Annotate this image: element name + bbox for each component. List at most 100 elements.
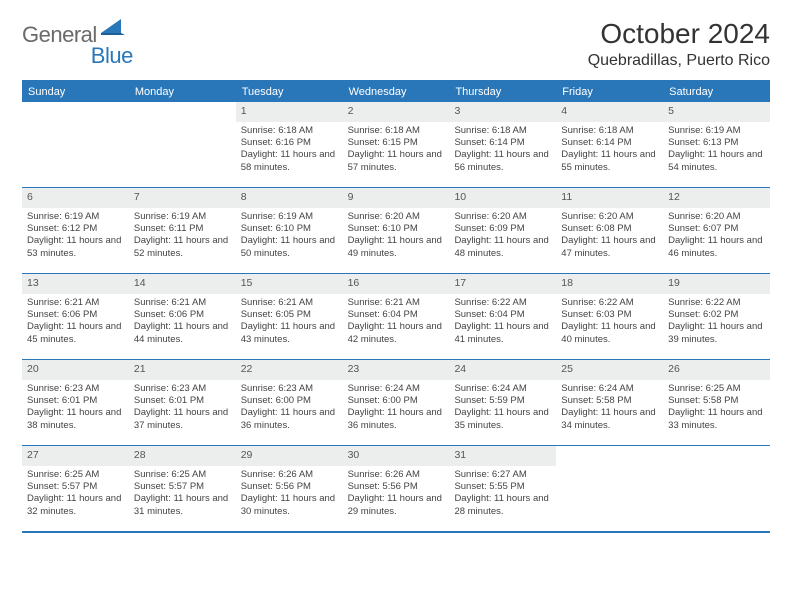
- weekday-header: Wednesday: [343, 82, 450, 102]
- day-number: 3: [449, 102, 556, 122]
- day-cell: 11Sunrise: 6:20 AMSunset: 6:08 PMDayligh…: [556, 188, 663, 273]
- daylight-text: Daylight: 11 hours and 33 minutes.: [668, 407, 765, 432]
- sunset-text: Sunset: 6:10 PM: [241, 223, 338, 235]
- day-details: Sunrise: 6:19 AMSunset: 6:10 PMDaylight:…: [236, 208, 343, 265]
- sunset-text: Sunset: 5:59 PM: [454, 395, 551, 407]
- day-cell: [556, 446, 663, 531]
- day-cell: 19Sunrise: 6:22 AMSunset: 6:02 PMDayligh…: [663, 274, 770, 359]
- sunrise-text: Sunrise: 6:21 AM: [27, 297, 124, 309]
- day-number: 19: [663, 274, 770, 294]
- day-details: Sunrise: 6:19 AMSunset: 6:13 PMDaylight:…: [663, 122, 770, 179]
- day-number: 27: [22, 446, 129, 466]
- daylight-text: Daylight: 11 hours and 50 minutes.: [241, 235, 338, 260]
- sunset-text: Sunset: 5:56 PM: [241, 481, 338, 493]
- sunrise-text: Sunrise: 6:25 AM: [27, 469, 124, 481]
- weekday-header: Saturday: [663, 82, 770, 102]
- day-details: Sunrise: 6:18 AMSunset: 6:15 PMDaylight:…: [343, 122, 450, 179]
- day-cell: 29Sunrise: 6:26 AMSunset: 5:56 PMDayligh…: [236, 446, 343, 531]
- sunrise-text: Sunrise: 6:21 AM: [348, 297, 445, 309]
- daylight-text: Daylight: 11 hours and 47 minutes.: [561, 235, 658, 260]
- logo-word2: Blue: [91, 43, 133, 69]
- day-number: 28: [129, 446, 236, 466]
- day-details: Sunrise: 6:23 AMSunset: 6:01 PMDaylight:…: [129, 380, 236, 437]
- day-details: Sunrise: 6:21 AMSunset: 6:06 PMDaylight:…: [22, 294, 129, 351]
- daylight-text: Daylight: 11 hours and 34 minutes.: [561, 407, 658, 432]
- sunset-text: Sunset: 6:00 PM: [348, 395, 445, 407]
- logo: General Blue: [22, 18, 127, 48]
- day-number: 20: [22, 360, 129, 380]
- sunrise-text: Sunrise: 6:20 AM: [454, 211, 551, 223]
- daylight-text: Daylight: 11 hours and 29 minutes.: [348, 493, 445, 518]
- sunset-text: Sunset: 6:03 PM: [561, 309, 658, 321]
- sunrise-text: Sunrise: 6:21 AM: [134, 297, 231, 309]
- day-cell: 21Sunrise: 6:23 AMSunset: 6:01 PMDayligh…: [129, 360, 236, 445]
- logo-sail-icon: [101, 17, 125, 40]
- sunset-text: Sunset: 6:16 PM: [241, 137, 338, 149]
- sunrise-text: Sunrise: 6:19 AM: [241, 211, 338, 223]
- day-cell: 17Sunrise: 6:22 AMSunset: 6:04 PMDayligh…: [449, 274, 556, 359]
- weekday-header: Friday: [556, 82, 663, 102]
- day-cell: [22, 102, 129, 187]
- sunset-text: Sunset: 6:11 PM: [134, 223, 231, 235]
- daylight-text: Daylight: 11 hours and 28 minutes.: [454, 493, 551, 518]
- day-cell: 25Sunrise: 6:24 AMSunset: 5:58 PMDayligh…: [556, 360, 663, 445]
- weekday-row: SundayMondayTuesdayWednesdayThursdayFrid…: [22, 82, 770, 102]
- day-number: 9: [343, 188, 450, 208]
- day-cell: [129, 102, 236, 187]
- day-number: 8: [236, 188, 343, 208]
- daylight-text: Daylight: 11 hours and 42 minutes.: [348, 321, 445, 346]
- sunset-text: Sunset: 6:06 PM: [134, 309, 231, 321]
- day-details: Sunrise: 6:23 AMSunset: 6:01 PMDaylight:…: [22, 380, 129, 437]
- day-details: Sunrise: 6:20 AMSunset: 6:08 PMDaylight:…: [556, 208, 663, 265]
- day-cell: 18Sunrise: 6:22 AMSunset: 6:03 PMDayligh…: [556, 274, 663, 359]
- daylight-text: Daylight: 11 hours and 44 minutes.: [134, 321, 231, 346]
- sunset-text: Sunset: 5:57 PM: [134, 481, 231, 493]
- day-number: 1: [236, 102, 343, 122]
- day-cell: 20Sunrise: 6:23 AMSunset: 6:01 PMDayligh…: [22, 360, 129, 445]
- day-cell: 4Sunrise: 6:18 AMSunset: 6:14 PMDaylight…: [556, 102, 663, 187]
- daylight-text: Daylight: 11 hours and 54 minutes.: [668, 149, 765, 174]
- header: General Blue October 2024 Quebradillas, …: [22, 18, 770, 70]
- sunset-text: Sunset: 6:05 PM: [241, 309, 338, 321]
- day-number: 6: [22, 188, 129, 208]
- weekday-header: Tuesday: [236, 82, 343, 102]
- sunrise-text: Sunrise: 6:19 AM: [668, 125, 765, 137]
- daylight-text: Daylight: 11 hours and 40 minutes.: [561, 321, 658, 346]
- sunset-text: Sunset: 6:14 PM: [561, 137, 658, 149]
- day-number: 29: [236, 446, 343, 466]
- day-cell: 28Sunrise: 6:25 AMSunset: 5:57 PMDayligh…: [129, 446, 236, 531]
- day-cell: 9Sunrise: 6:20 AMSunset: 6:10 PMDaylight…: [343, 188, 450, 273]
- day-details: Sunrise: 6:24 AMSunset: 6:00 PMDaylight:…: [343, 380, 450, 437]
- day-number: 10: [449, 188, 556, 208]
- daylight-text: Daylight: 11 hours and 46 minutes.: [668, 235, 765, 260]
- week-row: 13Sunrise: 6:21 AMSunset: 6:06 PMDayligh…: [22, 273, 770, 359]
- sunrise-text: Sunrise: 6:19 AM: [27, 211, 124, 223]
- sunrise-text: Sunrise: 6:22 AM: [454, 297, 551, 309]
- daylight-text: Daylight: 11 hours and 41 minutes.: [454, 321, 551, 346]
- day-number: 25: [556, 360, 663, 380]
- day-cell: 7Sunrise: 6:19 AMSunset: 6:11 PMDaylight…: [129, 188, 236, 273]
- sunrise-text: Sunrise: 6:24 AM: [454, 383, 551, 395]
- day-cell: 23Sunrise: 6:24 AMSunset: 6:00 PMDayligh…: [343, 360, 450, 445]
- day-number: 22: [236, 360, 343, 380]
- day-cell: 30Sunrise: 6:26 AMSunset: 5:56 PMDayligh…: [343, 446, 450, 531]
- sunset-text: Sunset: 6:15 PM: [348, 137, 445, 149]
- day-number: 23: [343, 360, 450, 380]
- sunrise-text: Sunrise: 6:20 AM: [668, 211, 765, 223]
- day-number: 16: [343, 274, 450, 294]
- daylight-text: Daylight: 11 hours and 31 minutes.: [134, 493, 231, 518]
- daylight-text: Daylight: 11 hours and 55 minutes.: [561, 149, 658, 174]
- daylight-text: Daylight: 11 hours and 49 minutes.: [348, 235, 445, 260]
- week-row: 1Sunrise: 6:18 AMSunset: 6:16 PMDaylight…: [22, 102, 770, 187]
- day-details: Sunrise: 6:25 AMSunset: 5:57 PMDaylight:…: [129, 466, 236, 523]
- day-cell: 31Sunrise: 6:27 AMSunset: 5:55 PMDayligh…: [449, 446, 556, 531]
- daylight-text: Daylight: 11 hours and 36 minutes.: [241, 407, 338, 432]
- day-cell: 10Sunrise: 6:20 AMSunset: 6:09 PMDayligh…: [449, 188, 556, 273]
- daylight-text: Daylight: 11 hours and 36 minutes.: [348, 407, 445, 432]
- weeks-container: 1Sunrise: 6:18 AMSunset: 6:16 PMDaylight…: [22, 102, 770, 531]
- day-cell: 14Sunrise: 6:21 AMSunset: 6:06 PMDayligh…: [129, 274, 236, 359]
- sunset-text: Sunset: 6:01 PM: [27, 395, 124, 407]
- sunset-text: Sunset: 6:04 PM: [348, 309, 445, 321]
- sunset-text: Sunset: 6:01 PM: [134, 395, 231, 407]
- day-number: 24: [449, 360, 556, 380]
